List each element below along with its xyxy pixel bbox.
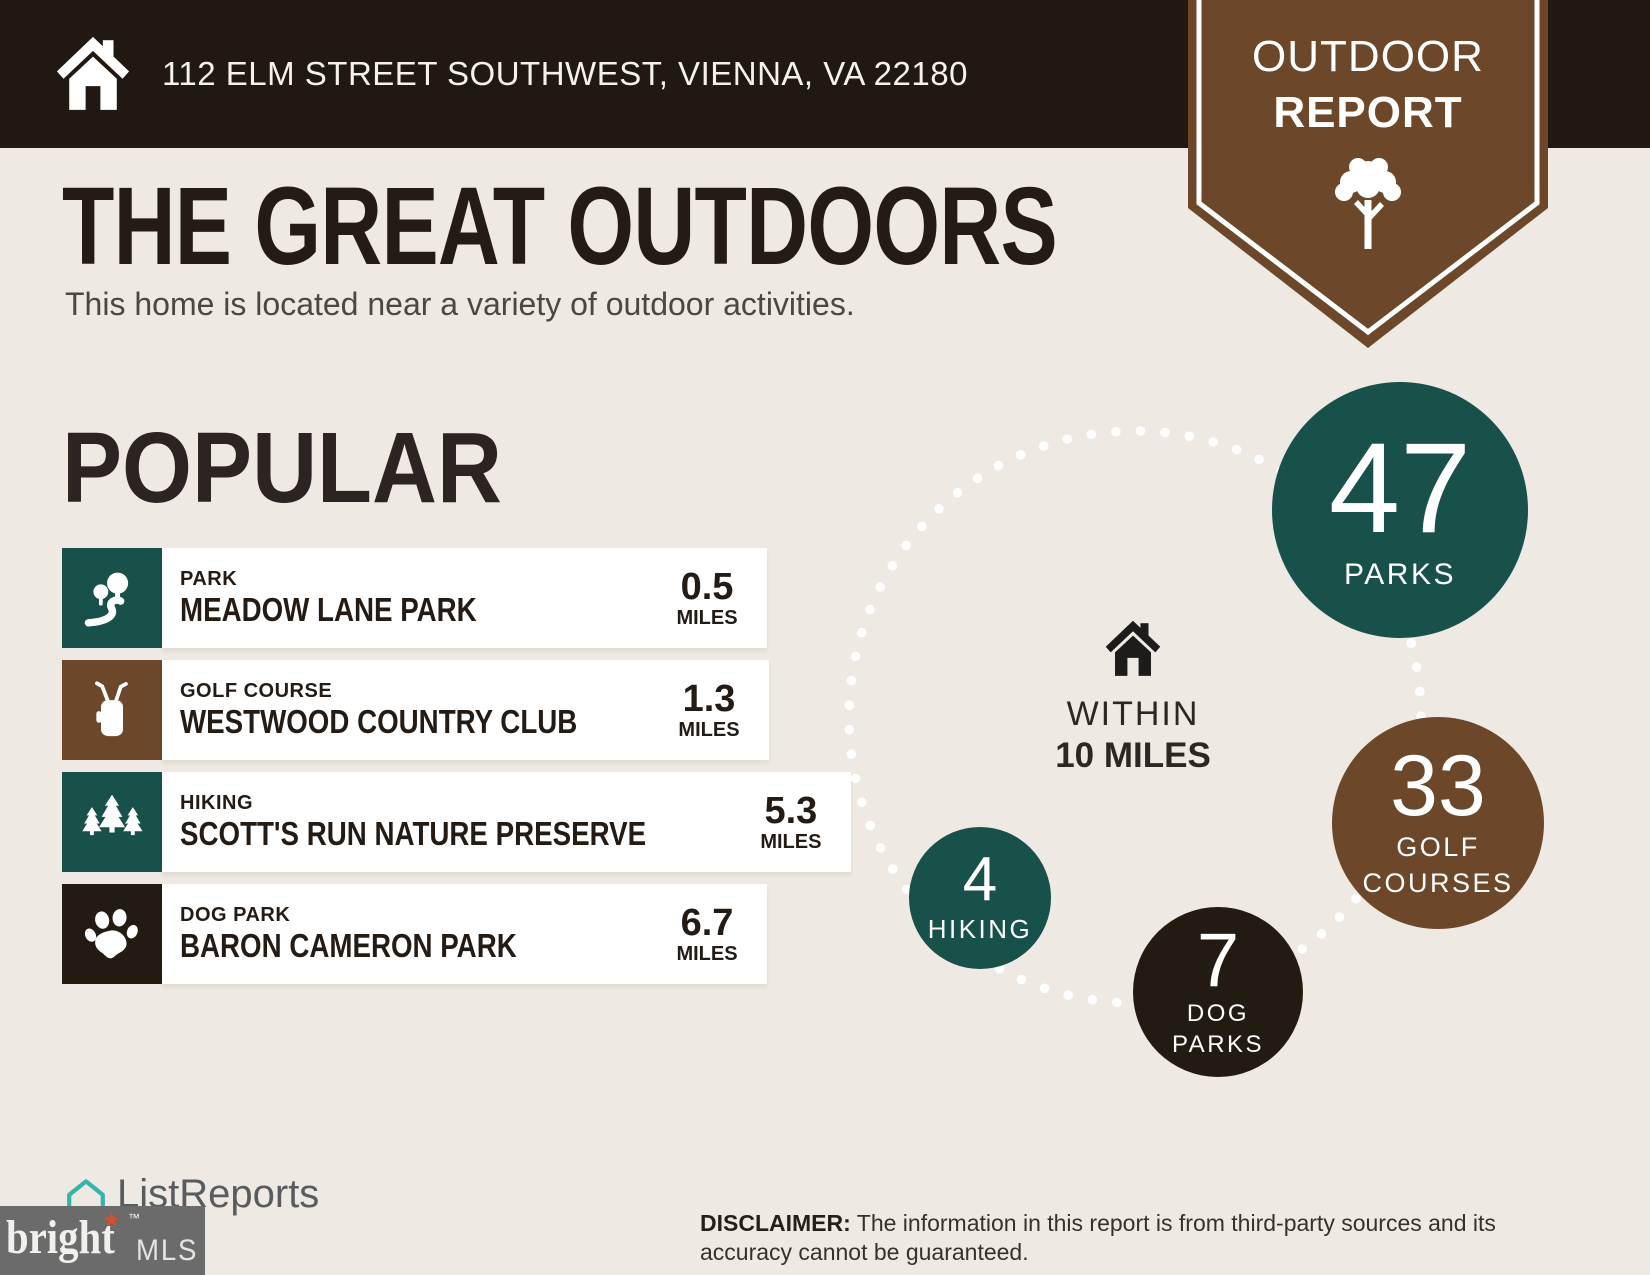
park-trees-icon [62, 548, 162, 648]
list-card: DOG PARK BARON CAMERON PARK 6.7 MILES [162, 884, 767, 984]
maple-leaf-icon [103, 1212, 120, 1233]
item-name: SCOTT'S RUN NATURE PRESERVE [180, 815, 647, 853]
item-name: BARON CAMERON PARK [180, 927, 517, 965]
popular-heading: POPULAR [62, 412, 503, 524]
list-item: DOG PARK BARON CAMERON PARK 6.7 MILES [62, 884, 767, 984]
mls-wordmark: MLS [136, 1234, 199, 1267]
item-name: MEADOW LANE PARK [180, 591, 477, 629]
item-distance: 6.7 MILES [676, 902, 738, 965]
property-address: 112 ELM STREET SOUTHWEST, VIENNA, VA 221… [162, 55, 968, 92]
item-name: WESTWOOD COUNTRY CLUB [180, 703, 578, 741]
list-card: PARK MEADOW LANE PARK 0.5 MILES [162, 548, 767, 648]
list-item: HIKING SCOTT'S RUN NATURE PRESERVE 5.3 M… [62, 772, 851, 872]
radius-center: WITHIN 10 MILES [1020, 616, 1246, 776]
golf-bag-icon [62, 660, 162, 760]
banner-title-line2: REPORT [1273, 88, 1463, 137]
disclaimer-text: DISCLAIMER: The information in this repo… [700, 1210, 1496, 1265]
bright-wordmark: bright [6, 1211, 115, 1264]
list-item: PARK MEADOW LANE PARK 0.5 MILES [62, 548, 767, 648]
home-icon [1102, 620, 1164, 684]
outdoor-report-banner: OUTDOOR REPORT [1188, 0, 1548, 348]
list-card: HIKING SCOTT'S RUN NATURE PRESERVE 5.3 M… [162, 772, 851, 872]
list-card: GOLF COURSE WESTWOOD COUNTRY CLUB 1.3 MI… [162, 660, 769, 760]
dotted-radius-ring [844, 426, 1426, 1008]
item-category: GOLF COURSE [180, 680, 333, 703]
item-category: HIKING [180, 792, 253, 815]
bubble-dog-parks: 7 DOG PARKS [1133, 907, 1303, 1077]
item-distance: 0.5 MILES [676, 566, 738, 629]
tree-icon [1318, 152, 1418, 261]
radius-label-miles: 10 MILES [1055, 736, 1211, 775]
pine-trees-icon [62, 772, 162, 872]
item-distance: 5.3 MILES [760, 790, 822, 853]
item-category: DOG PARK [180, 904, 291, 927]
home-icon [52, 28, 134, 123]
page-title: THE GREAT OUTDOORS [62, 165, 1058, 288]
item-distance: 1.3 MILES [678, 678, 740, 741]
banner-title-line1: OUTDOOR [1252, 32, 1484, 81]
item-category: PARK [180, 568, 238, 591]
disclaimer-label: DISCLAIMER: [700, 1210, 851, 1236]
trademark-symbol: ™ [128, 1211, 140, 1225]
bubble-golf-courses: 33 GOLF COURSES [1332, 717, 1544, 929]
radius-label-within: WITHIN [1066, 695, 1200, 733]
paw-icon [62, 884, 162, 984]
list-item: GOLF COURSE WESTWOOD COUNTRY CLUB 1.3 MI… [62, 660, 769, 760]
page-subtitle: This home is located near a variety of o… [65, 286, 855, 322]
bright-mls-logo: bright ™ MLS [0, 1206, 205, 1275]
bubble-parks: 47 PARKS [1272, 382, 1528, 638]
bubble-hiking: 4 HIKING [909, 827, 1051, 969]
